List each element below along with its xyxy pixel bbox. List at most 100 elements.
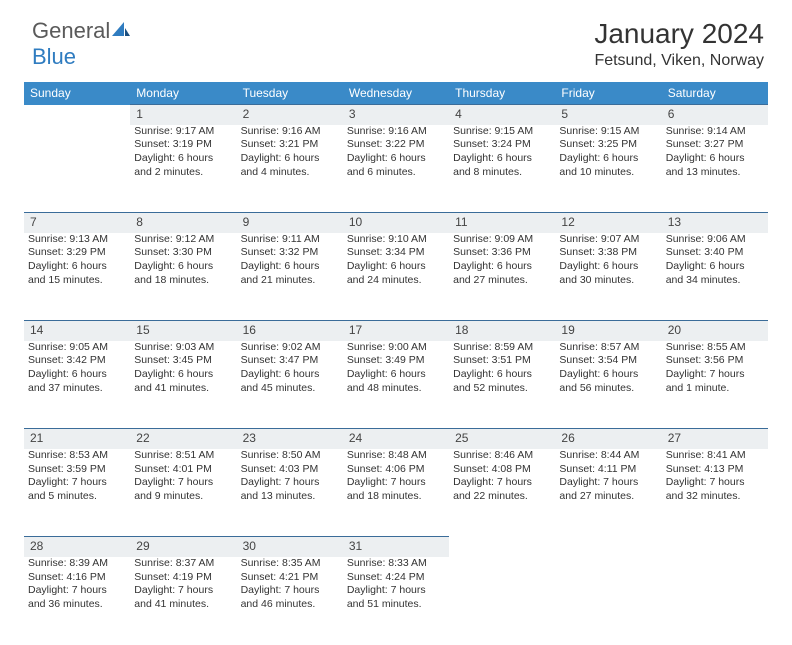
logo: General Blue — [28, 18, 132, 70]
day-cell-line: Daylight: 6 hours — [666, 260, 764, 274]
day-cell-line: Daylight: 7 hours — [666, 476, 764, 490]
day-cell-line: and 2 minutes. — [134, 166, 232, 180]
day-cell-line: and 4 minutes. — [241, 166, 339, 180]
day-cell: Sunrise: 8:48 AMSunset: 4:06 PMDaylight:… — [343, 449, 449, 537]
day-cell-line: Sunset: 3:21 PM — [241, 138, 339, 152]
day-cell-line: Sunrise: 8:39 AM — [28, 557, 126, 571]
day-cell-line: Sunset: 3:38 PM — [559, 246, 657, 260]
day-cell-line: and 22 minutes. — [453, 490, 551, 504]
day-cell-line: and 5 minutes. — [28, 490, 126, 504]
day-cell-line: Sunset: 3:42 PM — [28, 354, 126, 368]
day-cell: Sunrise: 8:33 AMSunset: 4:24 PMDaylight:… — [343, 557, 449, 645]
day-cell-line: Daylight: 6 hours — [241, 152, 339, 166]
day-cell-line: Sunrise: 8:37 AM — [134, 557, 232, 571]
day-content-row: Sunrise: 9:13 AMSunset: 3:29 PMDaylight:… — [24, 233, 768, 321]
day-cell-line: Daylight: 7 hours — [134, 584, 232, 598]
day-cell-line: Sunrise: 9:15 AM — [559, 125, 657, 139]
day-cell-line: and 18 minutes. — [347, 490, 445, 504]
day-cell-line: Daylight: 7 hours — [559, 476, 657, 490]
day-number: 4 — [449, 105, 555, 125]
day-number: 19 — [555, 321, 661, 341]
day-cell: Sunrise: 9:11 AMSunset: 3:32 PMDaylight:… — [237, 233, 343, 321]
day-cell-line: and 37 minutes. — [28, 382, 126, 396]
day-cell-line: Sunrise: 9:03 AM — [134, 341, 232, 355]
day-cell-line: Daylight: 7 hours — [241, 476, 339, 490]
day-cell-line: Sunset: 3:30 PM — [134, 246, 232, 260]
title-block: January 2024 Fetsund, Viken, Norway — [594, 18, 764, 70]
day-cell-line: and 18 minutes. — [134, 274, 232, 288]
day-cell-line: Sunset: 4:06 PM — [347, 463, 445, 477]
day-number-row: 78910111213 — [24, 213, 768, 233]
day-cell-line: Daylight: 6 hours — [134, 152, 232, 166]
day-cell-line: Sunrise: 8:35 AM — [241, 557, 339, 571]
weekday-header: Thursday — [449, 82, 555, 105]
day-cell-line: Sunset: 3:29 PM — [28, 246, 126, 260]
day-cell-line: Sunset: 3:25 PM — [559, 138, 657, 152]
day-cell-line: and 36 minutes. — [28, 598, 126, 612]
day-cell: Sunrise: 9:10 AMSunset: 3:34 PMDaylight:… — [343, 233, 449, 321]
day-cell-line: Sunset: 4:08 PM — [453, 463, 551, 477]
day-number: 24 — [343, 429, 449, 449]
month-title: January 2024 — [594, 18, 764, 50]
day-cell-line: Sunrise: 8:48 AM — [347, 449, 445, 463]
day-cell: Sunrise: 9:02 AMSunset: 3:47 PMDaylight:… — [237, 341, 343, 429]
day-content-row: Sunrise: 9:05 AMSunset: 3:42 PMDaylight:… — [24, 341, 768, 429]
day-number: 22 — [130, 429, 236, 449]
day-cell-line: Daylight: 7 hours — [28, 584, 126, 598]
day-number: 11 — [449, 213, 555, 233]
day-cell — [449, 557, 555, 645]
logo-text: General Blue — [32, 18, 132, 70]
day-cell-line: and 21 minutes. — [241, 274, 339, 288]
day-cell-line: Sunrise: 8:41 AM — [666, 449, 764, 463]
day-cell-line: Sunset: 4:16 PM — [28, 571, 126, 585]
day-cell — [555, 557, 661, 645]
header: General Blue January 2024 Fetsund, Viken… — [0, 0, 792, 78]
day-cell — [24, 125, 130, 213]
day-cell-line: Sunset: 4:11 PM — [559, 463, 657, 477]
day-cell-line: and 32 minutes. — [666, 490, 764, 504]
day-cell-line: Daylight: 6 hours — [347, 368, 445, 382]
day-cell-line: Daylight: 6 hours — [241, 260, 339, 274]
day-number-row: 21222324252627 — [24, 429, 768, 449]
day-cell-line: Sunset: 3:49 PM — [347, 354, 445, 368]
day-number: 12 — [555, 213, 661, 233]
day-number — [24, 105, 130, 125]
day-cell-line: and 56 minutes. — [559, 382, 657, 396]
day-number: 25 — [449, 429, 555, 449]
day-cell-line: Daylight: 7 hours — [347, 476, 445, 490]
day-cell-line: Daylight: 6 hours — [347, 260, 445, 274]
day-cell-line: Daylight: 6 hours — [134, 260, 232, 274]
day-number: 23 — [237, 429, 343, 449]
day-number: 30 — [237, 537, 343, 557]
day-cell-line: and 24 minutes. — [347, 274, 445, 288]
day-cell-line: Sunset: 4:24 PM — [347, 571, 445, 585]
day-cell: Sunrise: 9:00 AMSunset: 3:49 PMDaylight:… — [343, 341, 449, 429]
weekday-header: Friday — [555, 82, 661, 105]
day-number: 7 — [24, 213, 130, 233]
day-cell-line: Daylight: 6 hours — [559, 368, 657, 382]
day-cell-line: Sunset: 3:45 PM — [134, 354, 232, 368]
day-number: 28 — [24, 537, 130, 557]
day-cell: Sunrise: 8:39 AMSunset: 4:16 PMDaylight:… — [24, 557, 130, 645]
day-cell: Sunrise: 9:15 AMSunset: 3:24 PMDaylight:… — [449, 125, 555, 213]
day-cell: Sunrise: 9:07 AMSunset: 3:38 PMDaylight:… — [555, 233, 661, 321]
day-number: 15 — [130, 321, 236, 341]
day-cell-line: Sunrise: 8:57 AM — [559, 341, 657, 355]
day-cell: Sunrise: 9:05 AMSunset: 3:42 PMDaylight:… — [24, 341, 130, 429]
day-cell: Sunrise: 8:57 AMSunset: 3:54 PMDaylight:… — [555, 341, 661, 429]
day-cell: Sunrise: 9:16 AMSunset: 3:21 PMDaylight:… — [237, 125, 343, 213]
day-cell-line: and 27 minutes. — [453, 274, 551, 288]
calendar-table: SundayMondayTuesdayWednesdayThursdayFrid… — [24, 82, 768, 645]
day-number: 29 — [130, 537, 236, 557]
day-number: 21 — [24, 429, 130, 449]
weekday-header: Tuesday — [237, 82, 343, 105]
day-cell-line: Sunset: 3:56 PM — [666, 354, 764, 368]
day-cell-line: and 9 minutes. — [134, 490, 232, 504]
day-cell-line: Sunset: 4:19 PM — [134, 571, 232, 585]
day-cell-line: Sunrise: 9:17 AM — [134, 125, 232, 139]
day-cell-line: and 34 minutes. — [666, 274, 764, 288]
day-number: 14 — [24, 321, 130, 341]
day-number: 2 — [237, 105, 343, 125]
day-number-row: 28293031 — [24, 537, 768, 557]
day-cell-line: Daylight: 6 hours — [347, 152, 445, 166]
